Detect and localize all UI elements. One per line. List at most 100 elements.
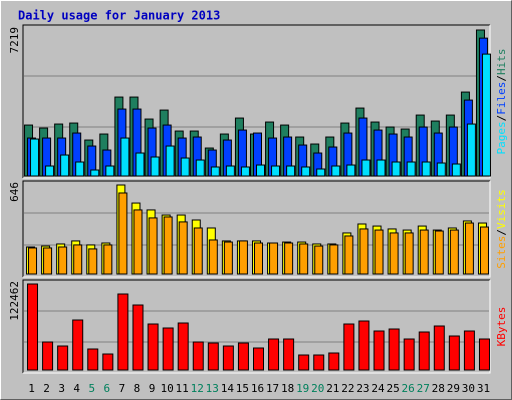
bar <box>284 242 294 275</box>
bar <box>391 161 401 177</box>
x-tick-label: 29 <box>447 382 460 395</box>
bar <box>436 162 446 177</box>
x-tick-label: 9 <box>149 382 156 395</box>
bar <box>88 248 98 275</box>
x-tick-label: 28 <box>432 382 445 395</box>
bar <box>147 323 159 371</box>
panel-edge-light <box>23 181 491 278</box>
legend-entry: Hits <box>495 49 508 76</box>
x-tick-label: 18 <box>281 382 294 395</box>
bar <box>464 222 474 275</box>
bar <box>328 352 340 371</box>
bar <box>361 159 371 177</box>
panel-edge-dark <box>22 279 490 373</box>
x-tick-label: 24 <box>371 382 385 395</box>
bar <box>479 226 489 275</box>
x-tick-label: 10 <box>160 382 173 395</box>
bar <box>313 354 325 371</box>
bar <box>150 156 160 177</box>
x-tick-label: 26 <box>402 382 415 395</box>
bar <box>177 322 189 371</box>
bar <box>343 323 355 371</box>
bar <box>406 161 416 177</box>
bar <box>73 244 83 275</box>
bar <box>222 345 234 371</box>
bar <box>195 159 205 177</box>
x-tick-label: 16 <box>251 382 264 395</box>
y-tick-label: 122462 <box>8 281 21 321</box>
x-tick-label: 23 <box>356 382 369 395</box>
bar <box>481 53 491 177</box>
bar <box>389 232 399 275</box>
bar <box>105 165 115 177</box>
x-tick-label: 3 <box>58 382 65 395</box>
bar <box>165 145 175 177</box>
x-tick-label: 30 <box>462 382 475 395</box>
x-tick-label: 15 <box>236 382 249 395</box>
bar <box>178 221 188 275</box>
bar <box>207 342 219 371</box>
bar <box>434 230 444 275</box>
bar <box>314 245 324 275</box>
bar <box>271 165 281 177</box>
x-tick-label: 25 <box>386 382 399 395</box>
x-tick-label: 8 <box>134 382 141 395</box>
bar <box>240 166 250 177</box>
bar <box>117 293 129 371</box>
legend-entry: Visits <box>495 189 508 229</box>
bar <box>192 341 204 371</box>
bar <box>478 338 490 371</box>
legend-entry: Sites <box>495 236 508 269</box>
bar <box>57 345 69 371</box>
legend: KBytes <box>495 307 508 347</box>
bar <box>132 304 144 371</box>
bar <box>102 353 114 371</box>
bar <box>135 152 145 177</box>
bar <box>449 229 459 275</box>
bar <box>90 169 100 177</box>
bar <box>58 246 68 275</box>
legend: Sites/Visits <box>495 189 508 269</box>
bar <box>223 241 233 275</box>
legend-separator: / <box>495 115 508 122</box>
panel-edge-dark <box>22 24 490 178</box>
bar <box>388 328 400 371</box>
bar <box>45 165 55 177</box>
bar <box>268 338 280 371</box>
legend: Pages/Files/Hits <box>495 49 508 155</box>
bar <box>359 228 369 275</box>
y-tick-label: 646 <box>8 182 21 202</box>
x-tick-label: 1 <box>28 382 35 395</box>
bar <box>376 159 386 177</box>
bar <box>193 227 203 275</box>
bar <box>28 247 38 275</box>
legend-separator: / <box>495 229 508 236</box>
x-tick-label: 14 <box>221 382 235 395</box>
bar <box>60 154 70 177</box>
bar <box>225 165 235 177</box>
bar <box>299 243 309 275</box>
bar <box>358 320 370 371</box>
bar <box>421 161 431 177</box>
bar <box>403 338 415 371</box>
bar <box>373 330 385 371</box>
bar <box>162 327 174 371</box>
x-tick-label: 17 <box>266 382 279 395</box>
bar <box>103 244 113 275</box>
bar <box>404 232 414 275</box>
bar <box>466 123 476 177</box>
bar <box>238 240 248 275</box>
bar <box>329 244 339 275</box>
x-tick-label: 12 <box>191 382 204 395</box>
bar <box>419 229 429 275</box>
bar <box>316 168 326 177</box>
bar <box>298 354 310 371</box>
bar <box>418 331 430 371</box>
bar <box>283 338 295 371</box>
panel-edge-light <box>23 280 491 374</box>
bar <box>253 347 264 371</box>
bar <box>118 192 128 275</box>
x-tick-label: 19 <box>296 382 309 395</box>
bar <box>75 161 85 177</box>
